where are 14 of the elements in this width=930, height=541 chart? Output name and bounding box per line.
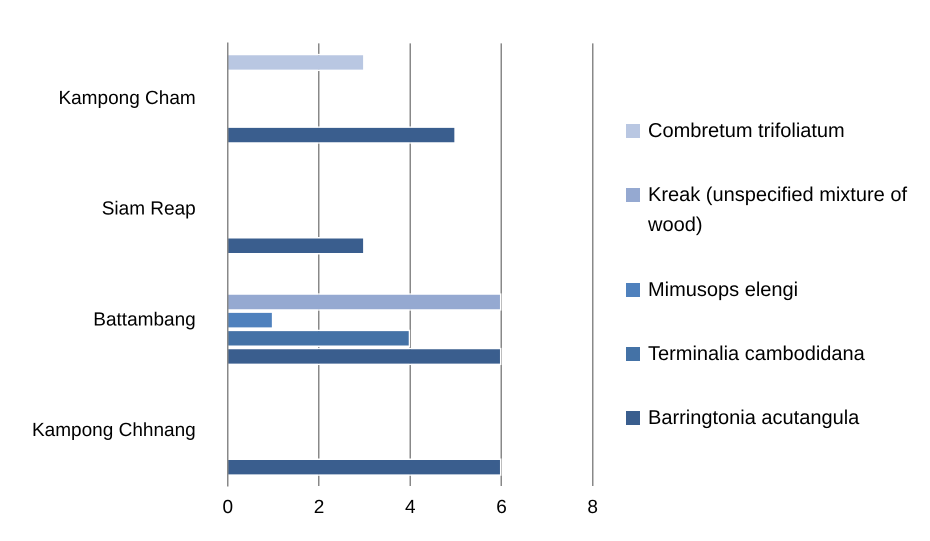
legend-label: Combretum trifoliatum bbox=[648, 119, 845, 144]
x-tick-label: 8 bbox=[587, 496, 598, 518]
y-tick-label: Kampong Cham bbox=[58, 88, 196, 109]
x-tick-label: 2 bbox=[314, 496, 324, 518]
legend-label: Terminalia cambodidana bbox=[648, 342, 865, 367]
y-tick-label: Siam Reap bbox=[102, 198, 196, 220]
y-tick-label: Kampong Chhnang bbox=[32, 420, 196, 442]
x-tick-label: 0 bbox=[222, 496, 234, 518]
y-tick-label: Battambang bbox=[93, 309, 196, 330]
x-tick-label: 4 bbox=[404, 496, 416, 518]
legend-label: Barringtonia acutangula bbox=[648, 406, 860, 431]
legend-label: Kreak (unspecified mixture of wood) bbox=[648, 183, 908, 238]
x-tick-label: 6 bbox=[496, 496, 507, 518]
legend-label: Mimusops elengi bbox=[648, 278, 798, 302]
